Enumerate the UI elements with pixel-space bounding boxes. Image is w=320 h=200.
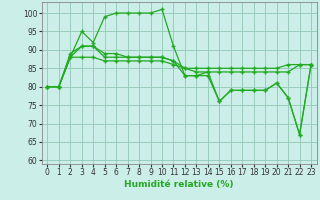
X-axis label: Humidité relative (%): Humidité relative (%) bbox=[124, 180, 234, 189]
